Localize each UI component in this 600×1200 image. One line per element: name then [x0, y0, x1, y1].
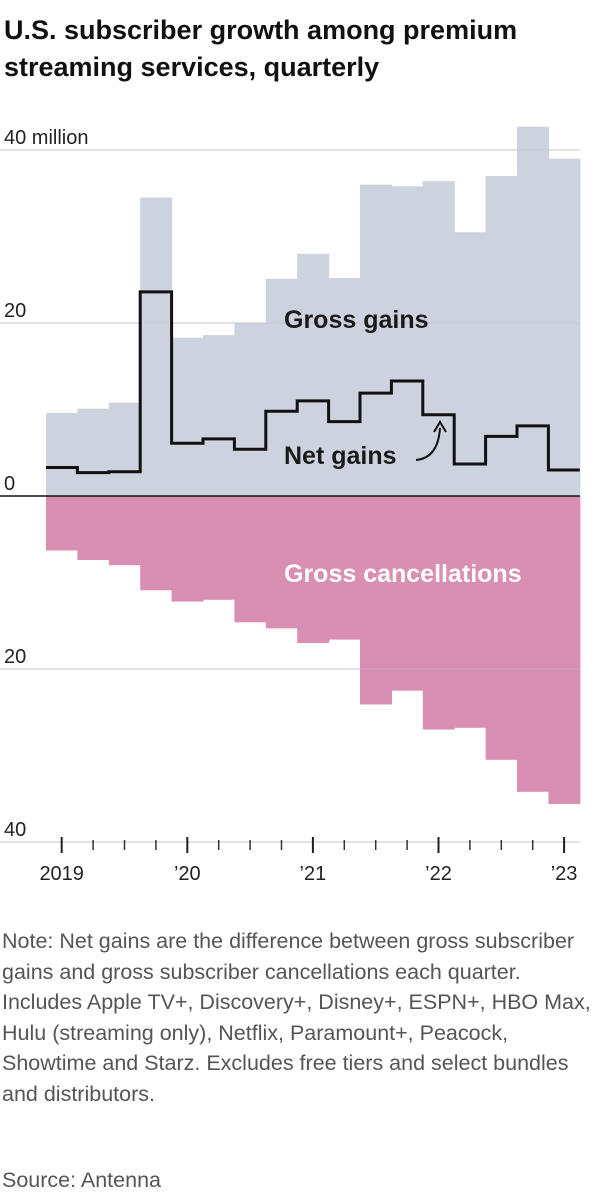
gross-gains-bar [454, 232, 487, 497]
gross-cancellations-bar [422, 496, 455, 730]
gross-cancellations-bar [140, 496, 173, 591]
gross-gains-bar [391, 186, 424, 496]
net-gains-arrow [415, 427, 441, 461]
gross-cancellations-bar [108, 496, 141, 566]
gross-gains-label: Gross gains [284, 306, 429, 334]
gross-cancellations-bar [360, 496, 392, 705]
gross-gains-bar [171, 337, 204, 496]
x-tick-label: ’23 [551, 863, 578, 885]
y-tick-label: 0 [4, 473, 15, 495]
y-axis-tick-labels: 40 million 20 0 20 40 [4, 127, 88, 841]
gross-gains-bar [46, 412, 78, 496]
gross-cancellations-bar [297, 496, 330, 644]
net-gains-arrowhead-icon [433, 420, 447, 433]
gross-cancellations-bar [46, 496, 78, 551]
x-tick-label: ’21 [300, 863, 327, 885]
gross-gains-bar [297, 253, 330, 496]
gross-cancellations-bar [234, 496, 267, 623]
y-tick-label: 40 [4, 819, 26, 841]
gross-cancellations-label: Gross cancellations [284, 560, 522, 588]
gross-gains-bar [108, 402, 141, 496]
net-gains-line [46, 290, 580, 475]
y-tick-label: 40 million [4, 127, 88, 149]
gross-gains-bar [485, 175, 518, 496]
gross-gains-bar [265, 278, 298, 496]
gross-gains-bar [77, 408, 110, 496]
chart-area: 40 million 20 0 20 40 2019 ’20 ’21 ’22 ’23 Gross… [0, 126, 581, 885]
annotations: Gross gains Net gains Gross cancellation… [284, 306, 522, 588]
chart-note: Note: Net gains are the difference betwe… [2, 929, 591, 1106]
x-axis: 2019 ’20 ’21 ’22 ’23 [39, 837, 577, 885]
gross-cancellations-bar [171, 496, 204, 602]
chart-title: U.S. subscriber growth among premium str… [4, 15, 518, 82]
net-gains-label: Net gains [284, 442, 397, 470]
gross-gains-bar [548, 158, 581, 496]
y-tick-label: 20 [4, 300, 26, 322]
gross-gains-bar [140, 197, 173, 496]
gross-cancellations-bar [265, 496, 298, 629]
gross-cancellations-bars [46, 496, 581, 804]
x-tick-label: ’22 [425, 863, 452, 885]
gross-cancellations-bar [517, 496, 549, 792]
gross-gains-bar [234, 323, 267, 496]
gross-cancellations-bar [203, 496, 235, 600]
gross-gains-bar [203, 335, 235, 496]
gross-cancellations-bar [391, 496, 424, 691]
gross-cancellations-bar [328, 496, 361, 640]
gross-gains-bar [517, 126, 549, 496]
gross-cancellations-bar [77, 496, 110, 561]
y-tick-label: 20 [4, 646, 26, 668]
gridlines-over-gains [0, 149, 580, 843]
x-tick-label: 2019 [39, 863, 84, 885]
gross-cancellations-bar [454, 496, 487, 728]
x-tick-label: ’20 [174, 863, 201, 885]
chart-source: Source: Antenna [2, 1168, 161, 1192]
gross-cancellations-bar [485, 496, 518, 760]
gross-gains-bars [46, 126, 581, 497]
gross-gains-bar [360, 184, 392, 496]
gross-cancellations-bar [548, 496, 581, 804]
gross-gains-bar [328, 278, 361, 496]
gross-gains-bar [422, 181, 455, 496]
